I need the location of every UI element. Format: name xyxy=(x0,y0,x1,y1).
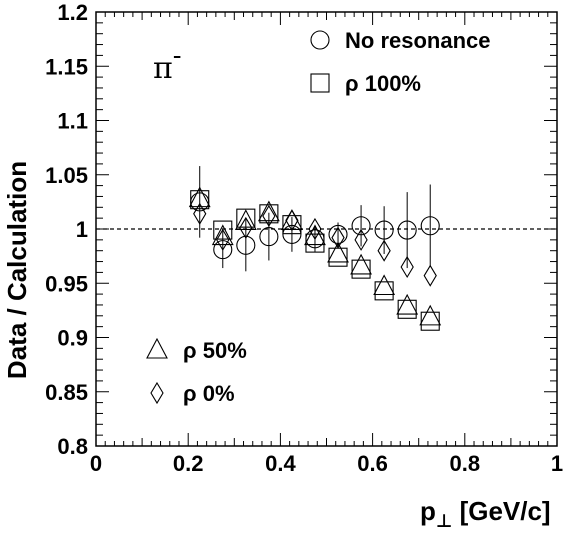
triangle-marker xyxy=(188,186,211,208)
circle-marker xyxy=(374,220,394,240)
circle-marker xyxy=(397,220,417,240)
x-axis-label-main: p xyxy=(420,496,436,526)
x-tick-label: 0.2 xyxy=(173,451,204,476)
diamond-marker xyxy=(285,209,299,232)
triangle-marker xyxy=(327,241,349,263)
triangle-marker xyxy=(234,209,257,230)
legend-label: ρ 100% xyxy=(345,71,421,96)
circle-marker xyxy=(420,216,440,236)
square-marker xyxy=(351,259,371,279)
triangle-marker xyxy=(257,200,280,222)
square-marker xyxy=(397,299,417,319)
x-tick-label: 0.8 xyxy=(450,451,481,476)
diamond-marker xyxy=(239,216,253,239)
diamond-marker xyxy=(331,226,345,249)
diamond-marker xyxy=(377,239,391,262)
x-axis-label-unit: [GeV/c] xyxy=(452,496,550,526)
square-marker xyxy=(259,204,279,224)
y-tick-label: 0.85 xyxy=(45,380,88,405)
diamond-marker xyxy=(216,228,230,251)
triangle-marker xyxy=(350,253,372,275)
circle-marker xyxy=(282,224,302,244)
legend-label: ρ 50% xyxy=(183,338,247,363)
data-markers xyxy=(188,186,442,331)
axis-ticks xyxy=(95,11,558,447)
x-tick-label: 1 xyxy=(551,451,563,476)
circle-marker xyxy=(213,240,233,260)
triangle-marker xyxy=(373,274,396,296)
legend-label: No resonance xyxy=(345,28,491,53)
square-marker xyxy=(213,220,233,240)
diamond-marker xyxy=(423,264,437,287)
square-marker xyxy=(328,247,348,267)
x-tick-label: 0 xyxy=(90,451,102,476)
y-tick-label: 0.9 xyxy=(57,326,88,351)
legend-label: ρ 0% xyxy=(183,381,235,406)
y-tick-label: 1.2 xyxy=(57,0,88,25)
circle-marker xyxy=(259,227,279,247)
circle-marker xyxy=(328,224,348,244)
y-axis-label: Data / Calculation xyxy=(2,161,32,379)
diamond-marker xyxy=(354,228,368,251)
particle-symbol: π xyxy=(153,51,173,86)
y-tick-label: 0.95 xyxy=(45,271,88,296)
legend-top-right: No resonance ρ 100% xyxy=(310,28,491,96)
triangle-marker xyxy=(396,293,419,315)
particle-charge: - xyxy=(173,41,182,71)
circle-marker xyxy=(305,229,325,249)
triangle-marker xyxy=(304,224,326,246)
y-tick-label: 1.1 xyxy=(57,109,88,134)
triangle-marker xyxy=(211,224,234,246)
x-tick-labels: 0 0.2 0.4 0.6 0.8 1 xyxy=(90,451,563,476)
x-tick-label: 0.4 xyxy=(265,451,296,476)
x-axis-label-subscript: ⊥ xyxy=(436,511,452,531)
diamond-marker xyxy=(262,204,276,228)
circle-marker xyxy=(190,192,210,212)
particle-annotation: π- xyxy=(153,41,182,86)
square-marker xyxy=(420,311,440,331)
circle-marker xyxy=(351,216,371,236)
y-tick-label: 0.8 xyxy=(57,434,88,459)
legend-triangle-icon xyxy=(146,337,168,359)
diamond-marker xyxy=(400,255,414,279)
y-tick-label: 1.15 xyxy=(45,54,88,79)
legend-circle-icon xyxy=(310,30,330,50)
square-marker xyxy=(374,281,394,301)
circle-marker xyxy=(236,235,256,255)
y-tick-label: 1.05 xyxy=(45,163,88,188)
y-tick-label: 1 xyxy=(76,217,88,242)
legend-square-icon xyxy=(310,73,330,93)
legend-bottom-left: ρ 50% ρ 0% xyxy=(146,337,247,406)
legend-diamond-icon xyxy=(150,381,164,405)
y-tick-labels: 0.8 0.85 0.9 0.95 1 1.05 1.1 1.15 1.2 xyxy=(45,0,88,459)
square-marker xyxy=(236,208,256,228)
x-tick-label: 0.6 xyxy=(357,451,388,476)
diamond-marker xyxy=(308,217,322,241)
square-marker xyxy=(282,215,302,235)
triangle-marker xyxy=(419,304,442,326)
x-axis-label: p⊥ [GeV/c] xyxy=(420,496,551,531)
error-bars xyxy=(199,166,431,272)
